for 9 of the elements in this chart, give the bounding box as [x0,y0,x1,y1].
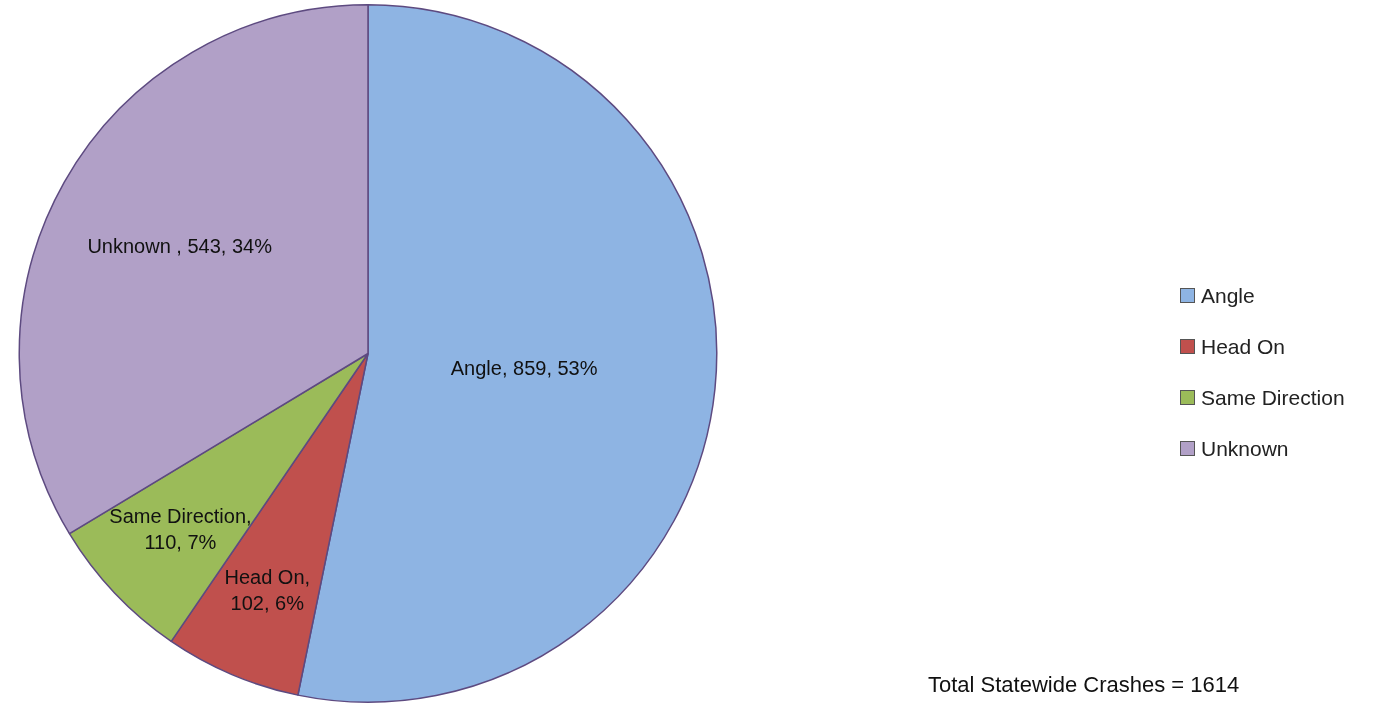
data-label: Angle, 859, 53% [450,356,598,379]
legend-label: Angle [1201,283,1255,308]
legend-label: Head On [1201,334,1286,359]
text: Total Statewide Crashes = 1614 [928,672,1240,698]
legend-label: Same Direction [1201,385,1345,410]
data-label: Head On, 102, 6% [224,565,311,614]
legend-label: Unknown [1201,436,1289,461]
data-label: Unknown , 543, 34% [87,234,273,257]
data-label: Same Direction, 110, 7% [109,505,252,554]
